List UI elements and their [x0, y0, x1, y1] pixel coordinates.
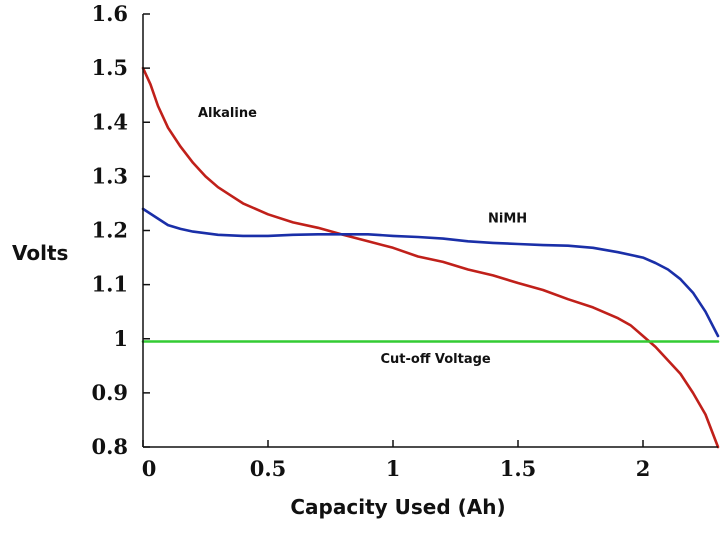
y-tick-label: 0.9: [91, 380, 128, 405]
y-tick-label: 1.5: [91, 55, 128, 80]
y-tick-label: 1.6: [91, 1, 128, 26]
x-tick-label: 1.5: [500, 456, 537, 481]
x-axis-title: Capacity Used (Ah): [290, 495, 505, 519]
y-tick-label: 1.1: [91, 272, 128, 297]
y-tick-label: 1.3: [91, 163, 128, 188]
annotation-alkaline: Alkaline: [198, 106, 257, 121]
annotations-layer: Alkaline NiMH Cut-off Voltage: [198, 106, 527, 367]
y-tick-label: 1.4: [91, 109, 128, 134]
y-tick-label: 1.2: [91, 218, 128, 243]
x-tick-label: 1: [386, 456, 401, 481]
y-tick-label: 1: [113, 326, 128, 351]
annotation-nimh: NiMH: [488, 211, 527, 226]
x-tick-label: 2: [636, 456, 651, 481]
series-line-nimh: [141, 207, 720, 338]
ticks-layer: 0.8 0.9 1 1.1 1.2 1.3 1.4 1.5 1.6 0 0.5 1 1.5 2: [91, 1, 650, 481]
series-line-alkaline: [141, 66, 720, 449]
annotation-cut-off-voltage: Cut-off Voltage: [381, 352, 491, 367]
x-tick-label: 0.5: [250, 456, 287, 481]
x-tick-label: 0: [142, 456, 157, 481]
y-axis-title: Volts: [12, 241, 68, 265]
series-layer: [141, 66, 720, 449]
y-tick-label: 0.8: [91, 434, 128, 459]
axes-layer: [142, 14, 718, 448]
